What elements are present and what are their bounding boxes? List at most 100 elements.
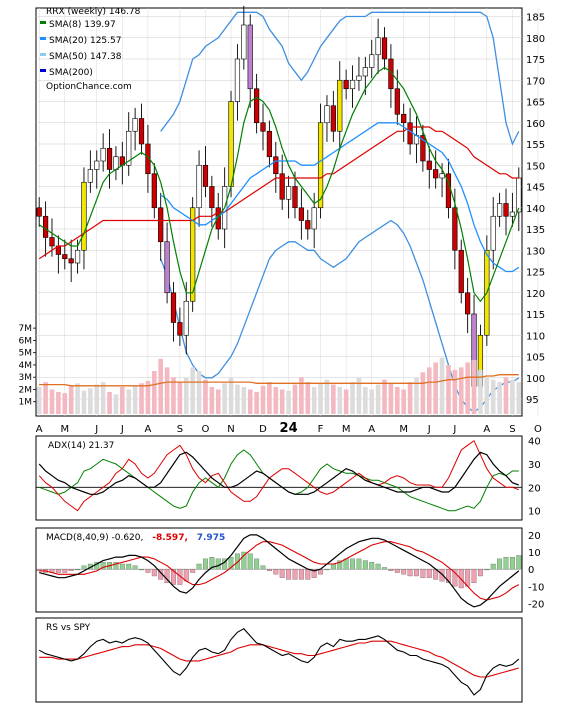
macd-histogram-bar	[279, 568, 285, 578]
macd-histogram-bar	[62, 568, 68, 573]
macd-histogram-bar	[203, 558, 208, 570]
volume-bar	[465, 362, 470, 414]
rs-panel: RS vs SPY	[35, 617, 523, 703]
macd-histogram-bar	[509, 556, 515, 570]
volume-bar	[382, 379, 387, 414]
volume-bar	[343, 389, 349, 414]
candle-body	[490, 215, 496, 251]
volume-bar	[75, 383, 80, 414]
time-tick-label: A	[483, 424, 490, 435]
candle-body	[81, 181, 87, 251]
macd-histogram-bar	[394, 568, 400, 573]
macd-histogram-bar	[446, 568, 451, 584]
candle-body	[420, 135, 426, 162]
volume-bar	[183, 377, 189, 414]
candle-body	[177, 322, 183, 336]
volume-bar	[267, 382, 272, 414]
macd-hist-label: 7.975	[197, 533, 225, 543]
volume-bar	[145, 380, 151, 414]
adx-panel: ADX(14) 21.37 10 20 30 40	[35, 435, 541, 521]
macd-histogram-bar	[81, 565, 87, 570]
macd-histogram-bar	[190, 568, 196, 573]
macd-title-group: MACD(8,40,9) -0.620, -8.597, 7.975	[46, 533, 225, 543]
macd-histogram-bar	[497, 558, 503, 570]
volume-bar	[324, 379, 330, 414]
volume-bar	[407, 382, 413, 414]
macd-histogram-bar	[484, 568, 490, 571]
volume-bar	[120, 387, 125, 414]
candle-body	[407, 122, 413, 145]
macd-histogram-bar	[260, 565, 266, 570]
candle-body	[196, 164, 202, 209]
macd-histogram-bar	[234, 553, 240, 570]
legend-label-sma50: SMA(50) 147.38	[49, 52, 122, 62]
volume-bar	[81, 390, 87, 414]
volume-bar	[292, 384, 298, 414]
macd-histogram-bar	[503, 556, 509, 570]
macd-tick-label: -10	[528, 582, 544, 593]
macd-histogram-bar	[145, 568, 151, 573]
candle-body	[164, 241, 170, 294]
macd-histogram-bar	[286, 568, 292, 580]
candle-body	[516, 177, 522, 213]
macd-histogram-bar	[55, 568, 61, 573]
volume-bar	[107, 391, 112, 414]
macd-histogram-bar	[350, 558, 355, 570]
volume-tick-label: 5M	[19, 349, 33, 359]
candle-body	[74, 249, 81, 264]
time-tick-label: J	[94, 424, 98, 435]
candle-body	[190, 207, 196, 302]
price-tick-label: 145	[526, 183, 545, 194]
adx-tick-label: 20	[528, 483, 541, 494]
candle-body	[273, 156, 279, 175]
volume-bar	[363, 387, 368, 414]
legend-label-sma200: SMA(200)	[49, 68, 93, 78]
time-tick-label: J	[452, 424, 456, 435]
macd-histogram-bar	[439, 568, 445, 582]
candle-body	[465, 292, 471, 315]
volume-bar	[241, 387, 247, 414]
volume-bar	[139, 383, 144, 414]
volume-bar	[484, 377, 490, 414]
price-tick-label: 140	[526, 204, 545, 215]
candle-body	[349, 79, 356, 90]
volume-bar	[171, 377, 176, 414]
candle-body	[132, 118, 138, 132]
price-tick-label: 135	[526, 225, 545, 236]
macd-histogram-bar	[330, 563, 336, 570]
price-tick-label: 95	[526, 395, 539, 406]
volume-bar	[452, 369, 458, 414]
minus-di-line	[38, 439, 519, 512]
macd-histogram-bar	[305, 568, 311, 580]
price-tick-label: 150	[526, 161, 545, 172]
volume-tick-label: 2M	[19, 385, 33, 395]
time-tick-label: S	[509, 424, 515, 435]
time-tick-label: S	[177, 424, 183, 435]
macd-histogram-bar	[36, 568, 42, 572]
legend-swatch-sma8	[40, 21, 46, 24]
macd-histogram-bar	[375, 563, 381, 570]
time-tick-label: D	[259, 424, 267, 435]
volume-bar	[68, 385, 74, 414]
macd-tick-label: 10	[528, 548, 541, 559]
volume-bar	[458, 367, 464, 414]
macd-histogram-bar	[414, 568, 419, 577]
volume-bars	[36, 357, 522, 414]
volume-bar	[503, 377, 509, 414]
macd-title: MACD(8,40,9) -0.620,	[46, 533, 143, 543]
time-tick-label: A	[36, 424, 43, 435]
macd-histogram-bar	[273, 568, 279, 575]
candle-body	[49, 237, 55, 247]
volume-bar	[420, 372, 426, 414]
price-tick-label: 175	[526, 55, 545, 66]
volume-bar	[286, 390, 291, 414]
candle-body	[158, 207, 164, 243]
price-panel: 95 100 105 110 115 120 125 130 135 140 145 150 155 16…	[19, 5, 545, 436]
candle-body	[36, 207, 42, 217]
macd-tick-label: 0	[528, 565, 534, 576]
time-tick-label: N	[227, 424, 234, 435]
volume-bar	[414, 377, 419, 414]
volume-bar	[235, 384, 240, 414]
volume-bar	[369, 389, 375, 414]
candle-body	[426, 160, 432, 170]
